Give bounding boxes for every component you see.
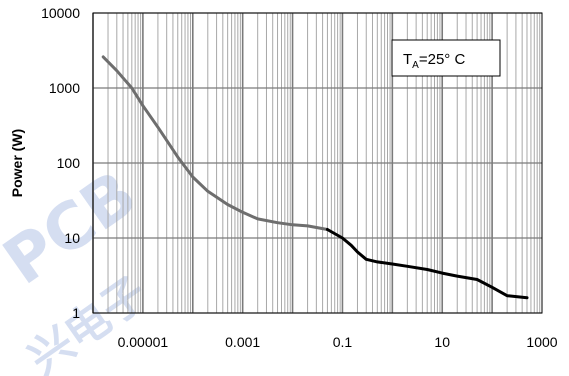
- annotation-box: TA=25° C: [391, 39, 501, 77]
- y-tick-label: 100: [57, 155, 81, 171]
- x-tick-label: 0.001: [225, 334, 260, 350]
- x-tick-label: 10: [434, 334, 450, 350]
- y-tick-labels: 1 10 100 1000 10000: [41, 5, 80, 321]
- y-tick-label: 1: [72, 305, 80, 321]
- y-tick-label: 10: [64, 230, 80, 246]
- annotation-rest: =25° C: [419, 51, 466, 68]
- annotation-subscript: A: [412, 60, 419, 71]
- annotation-main: T: [403, 51, 412, 68]
- x-tick-label: 1000: [526, 334, 557, 350]
- series-layer: [101, 55, 529, 300]
- x-tick-labels: 0.00001 0.001 0.1 10 1000: [118, 334, 558, 350]
- y-axis-title: Power (W): [9, 129, 25, 197]
- x-tick-label: 0.1: [333, 334, 353, 350]
- y-tick-label: 10000: [41, 5, 80, 21]
- series-line: [325, 228, 529, 300]
- plot-frame: [92, 12, 543, 314]
- annotation-text: TA=25° C: [403, 51, 465, 71]
- series-line: [101, 55, 329, 231]
- y-tick-label: 1000: [49, 80, 80, 96]
- x-tick-label: 0.00001: [118, 334, 169, 350]
